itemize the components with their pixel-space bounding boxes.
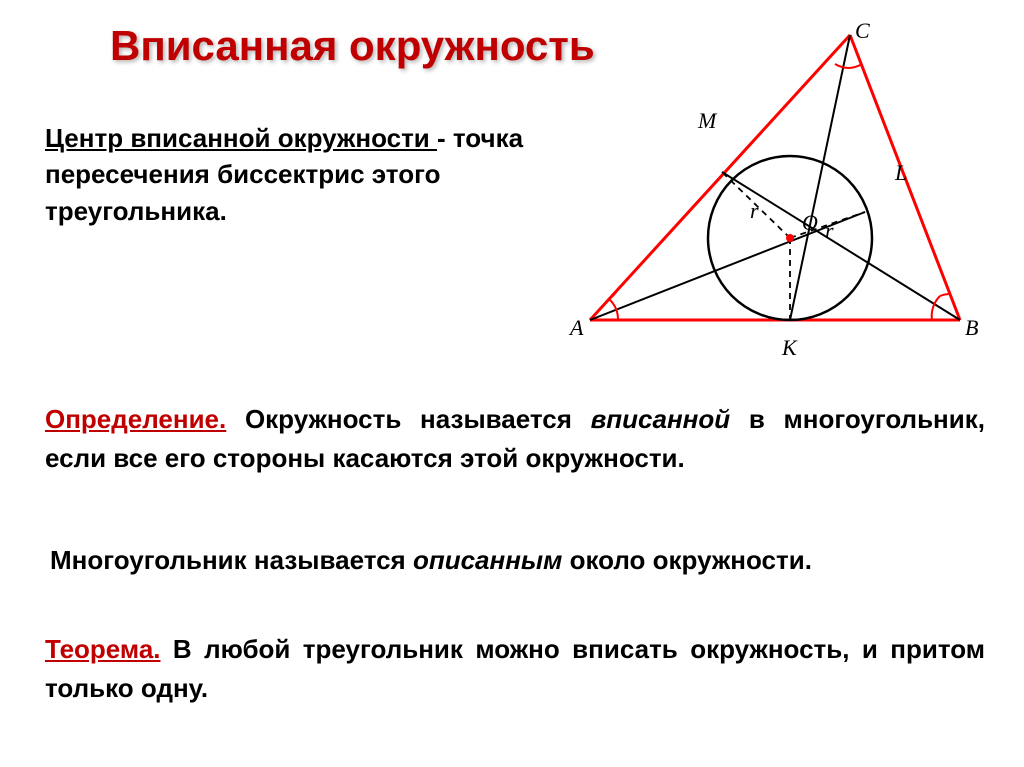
label-o: O xyxy=(802,210,818,235)
angle-c-2 xyxy=(848,64,862,68)
angle-c-1 xyxy=(835,64,848,68)
angle-b-2 xyxy=(940,294,950,296)
label-r2: r xyxy=(825,218,834,243)
definition-lead: Определение. xyxy=(45,404,226,434)
angle-a-1 xyxy=(609,299,618,320)
polygon-line: Многоугольник называется описанным около… xyxy=(50,542,990,578)
theorem-block: Теорема. В любой треугольник можно вписа… xyxy=(45,630,985,708)
angle-a-2 xyxy=(609,289,618,299)
definition-part1: Окружность называется xyxy=(226,404,590,434)
bisector-c xyxy=(790,35,850,320)
side-ac xyxy=(590,35,850,320)
center-definition: Центр вписанной окружности - точка перес… xyxy=(45,120,525,229)
bisector-a xyxy=(590,212,865,320)
center-lead: Центр вписанной окружности xyxy=(45,123,437,153)
center-point xyxy=(786,234,794,242)
label-k: K xyxy=(781,335,798,360)
theorem-rest: В любой треугольник можно вписать окружн… xyxy=(45,634,985,703)
bisector-b xyxy=(722,172,960,320)
polygon-part2: около окружности. xyxy=(562,545,812,575)
polygon-em: описанным xyxy=(413,545,562,575)
angle-b-1 xyxy=(932,296,940,320)
label-b: B xyxy=(965,315,978,340)
polygon-part1: Многоугольник называется xyxy=(50,545,413,575)
label-a: A xyxy=(568,315,584,340)
page-title: Вписанная окружность xyxy=(110,22,595,70)
geometry-diagram: A B C M L K O r r xyxy=(560,20,990,380)
label-l: L xyxy=(894,160,907,185)
label-r1: r xyxy=(750,198,759,223)
definition-em: вписанной xyxy=(591,404,731,434)
definition-block: Определение. Окружность называется вписа… xyxy=(45,400,985,478)
label-c: C xyxy=(855,20,870,43)
theorem-lead: Теорема. xyxy=(45,634,161,664)
label-m: M xyxy=(697,108,718,133)
